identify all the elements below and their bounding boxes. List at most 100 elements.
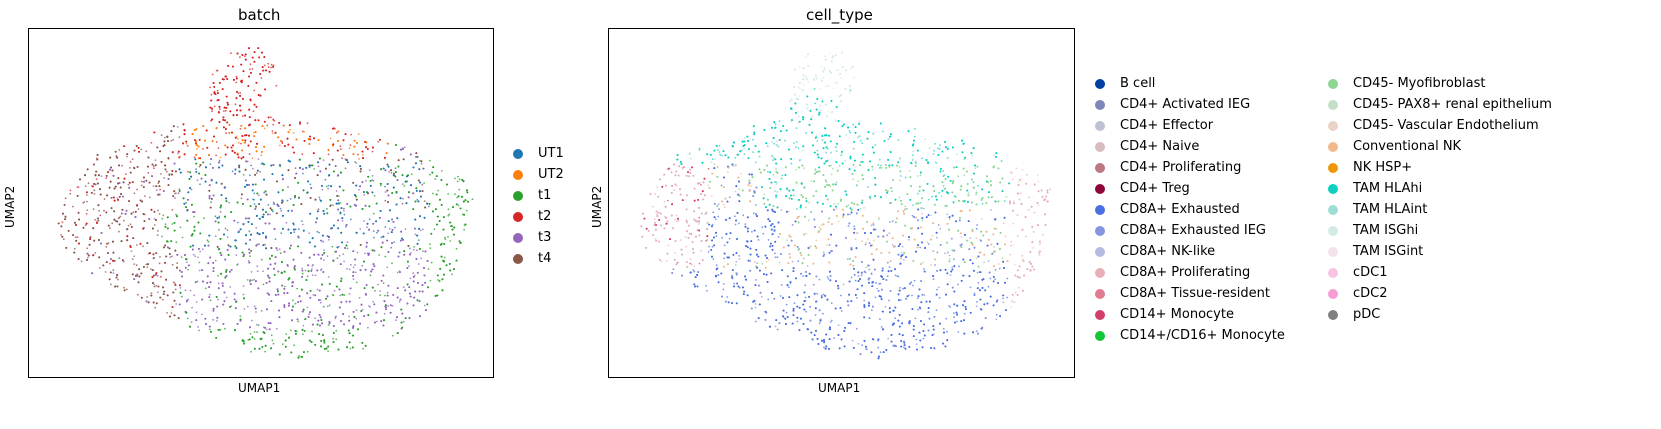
scatter-point <box>106 243 109 245</box>
scatter-point <box>216 89 219 92</box>
scatter-point <box>270 63 273 66</box>
scatter-point <box>179 287 182 289</box>
scatter-point <box>210 93 213 96</box>
scatter-point <box>422 228 424 231</box>
scatter-point <box>270 334 273 337</box>
scatter-point <box>219 329 222 331</box>
scatter-point <box>352 266 355 269</box>
scatter-point <box>180 256 183 259</box>
scatter-point <box>454 177 456 180</box>
scatter-point <box>248 230 251 233</box>
scatter-point <box>444 236 446 239</box>
scatter-point <box>371 174 374 177</box>
scatter-point <box>190 321 193 323</box>
scatter-point <box>374 289 376 292</box>
scatter-point <box>361 308 364 311</box>
scatter-point <box>301 220 303 223</box>
scatter-point <box>158 262 161 265</box>
scatter-point <box>255 226 258 229</box>
scatter-point <box>187 298 190 301</box>
scatter-point <box>344 167 347 170</box>
scatter-point <box>187 170 189 173</box>
scatter-point <box>432 192 434 195</box>
scatter-point <box>391 262 393 265</box>
scatter-point <box>105 245 108 248</box>
scatter-point <box>414 233 417 236</box>
scatter-point <box>311 330 313 333</box>
scatter-point <box>129 223 132 226</box>
scatter-point <box>354 271 357 274</box>
scatter-point <box>190 188 193 191</box>
scatter-point <box>164 136 166 139</box>
scatter-point <box>324 178 327 181</box>
scatter-point <box>177 152 179 155</box>
scatter-point <box>230 305 233 307</box>
scatter-point <box>380 236 383 239</box>
scatter-point <box>174 282 176 285</box>
scatter-point <box>250 164 253 167</box>
scatter-point <box>348 268 351 271</box>
scatter-point <box>454 193 456 196</box>
scatter-point <box>292 299 294 302</box>
scatter-point <box>105 177 108 180</box>
scatter-point <box>119 215 122 218</box>
scatter-point <box>279 144 281 147</box>
scatter-point <box>437 279 439 281</box>
scatter-point <box>163 177 166 179</box>
scatter-point <box>316 288 319 291</box>
scatter-point <box>195 168 198 171</box>
scatter-point <box>242 285 245 287</box>
scatter-point <box>319 301 322 304</box>
scatter-point <box>387 232 389 235</box>
scatter-point <box>69 189 72 192</box>
scatter-point <box>150 141 153 144</box>
scatter-point <box>199 250 202 253</box>
scatter-point <box>253 338 256 340</box>
scatter-point <box>196 148 198 150</box>
scatter-point <box>126 155 128 158</box>
scatter-point <box>133 192 136 195</box>
scatter-point <box>145 150 148 153</box>
scatter-point <box>211 73 214 76</box>
scatter-point <box>264 243 266 246</box>
scatter-point <box>243 55 246 58</box>
scatter-point <box>423 182 425 185</box>
scatter-point <box>447 236 449 238</box>
scatter-point <box>248 280 251 283</box>
scatter-point <box>322 305 325 308</box>
scatter-point <box>218 216 221 219</box>
scatter-point <box>285 333 288 335</box>
scatter-point <box>127 224 130 227</box>
scatter-point <box>159 188 162 191</box>
scatter-point <box>136 293 139 296</box>
scatter-point <box>186 145 189 147</box>
scatter-point <box>327 184 330 187</box>
scatter-point <box>271 130 274 132</box>
scatter-point <box>334 316 337 318</box>
scatter-point <box>206 239 209 242</box>
scatter-point <box>112 272 115 275</box>
scatter-point <box>458 188 461 191</box>
scatter-point <box>280 232 283 235</box>
scatter-point <box>152 185 155 187</box>
scatter-point <box>317 165 320 168</box>
scatter-point <box>140 180 143 183</box>
scatter-point <box>255 311 257 313</box>
scatter-point <box>447 214 450 217</box>
scatter-point <box>320 269 322 272</box>
scatter-point <box>185 142 188 145</box>
scatter-point <box>129 167 131 169</box>
scatter-point <box>171 223 174 225</box>
scatter-point <box>256 265 259 267</box>
scatter-point <box>157 182 160 185</box>
scatter-point <box>276 249 279 252</box>
scatter-point <box>322 240 324 243</box>
scatter-point <box>103 198 106 200</box>
scatter-point <box>132 211 135 214</box>
scatter-point <box>242 174 245 176</box>
scatter-point <box>209 163 212 166</box>
scatter-point <box>219 211 222 213</box>
scatter-point <box>449 240 452 242</box>
scatter-point <box>253 89 256 92</box>
scatter-point <box>283 285 286 288</box>
